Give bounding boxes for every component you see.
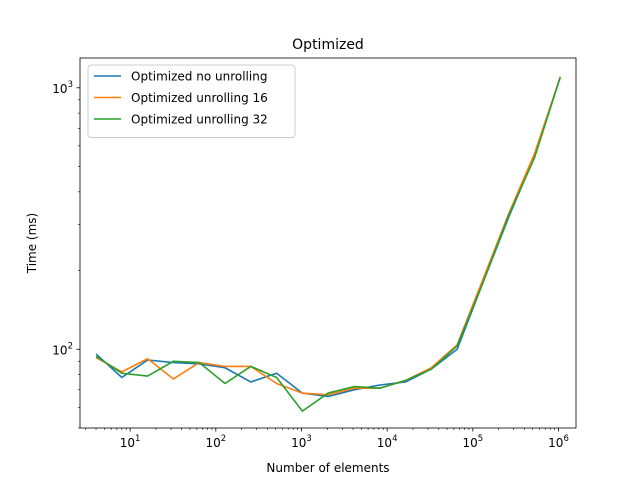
series-line-3 <box>95 76 562 412</box>
y-tick-label: 102 <box>52 341 73 357</box>
chart-title: Optimized <box>292 37 364 53</box>
x-axis-label: Number of elements <box>266 461 389 475</box>
legend-box <box>87 64 296 138</box>
plot-area <box>95 76 562 412</box>
x-axis: 101 102 103 104 105 106 <box>85 428 569 450</box>
x-tick-label: 102 <box>205 434 226 450</box>
y-tick-label: 103 <box>52 80 73 96</box>
legend-label: Optimized no unrolling <box>131 70 267 84</box>
legend-label: Optimized unrolling 32 <box>131 113 268 127</box>
plot-frame <box>79 57 577 429</box>
y-axis: 102 103 <box>52 80 80 429</box>
x-tick-label: 106 <box>548 434 569 450</box>
x-tick-label: 103 <box>291 434 312 450</box>
series-line-2 <box>95 76 562 396</box>
x-tick-label: 104 <box>377 434 398 450</box>
legend-label: Optimized unrolling 16 <box>131 91 268 105</box>
y-axis-label: Time (ms) <box>25 213 39 275</box>
legend: Optimized no unrolling Optimized unrollin… <box>87 64 296 138</box>
x-tick-label: 101 <box>120 434 141 450</box>
x-tick-label: 105 <box>462 434 483 450</box>
